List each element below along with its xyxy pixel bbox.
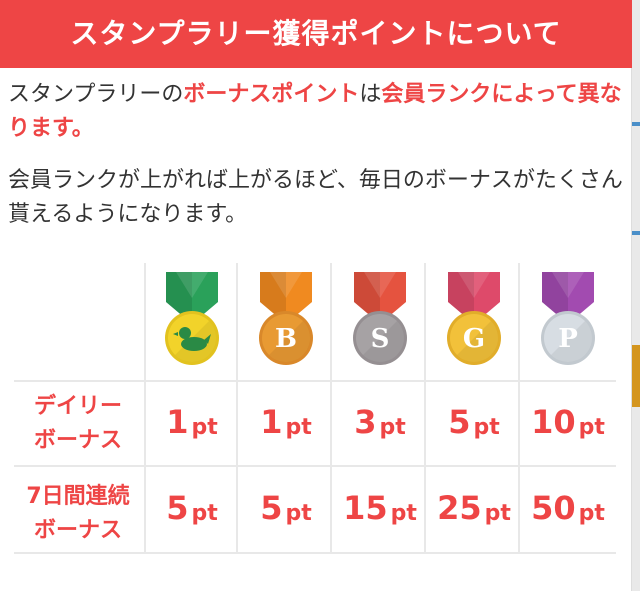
daily-bonus-cell: 10 pt: [531, 403, 605, 441]
table-divider: [14, 552, 616, 554]
bronze-medal-icon: B: [259, 272, 313, 365]
table-divider: [14, 465, 616, 467]
duck-icon: [165, 272, 219, 365]
table-divider: [330, 263, 332, 553]
daily-bonus-cell: 5 pt: [448, 403, 500, 441]
table-divider: [14, 380, 616, 382]
svg-text:G: G: [463, 324, 485, 354]
streak-bonus-cell: 5 pt: [260, 489, 312, 527]
daily-bonus-cell: 1 pt: [260, 403, 312, 441]
bonus-point-highlight: ボーナスポイント: [183, 82, 360, 107]
intro-paragraph-2: 会員ランクが上がれば上がるほど、毎日のボーナスがたくさん貰えるようになります。: [8, 168, 623, 227]
rank-highlight: 会員ランクによって異なります。: [8, 82, 622, 141]
header-bar: スタンプラリー獲得ポイントについて: [0, 0, 632, 68]
svg-text:P: P: [558, 324, 578, 354]
row-label-daily: デイリー ボーナス: [33, 394, 122, 453]
streak-bonus-cell: 25 pt: [437, 489, 511, 527]
row-label-7day: 7日間連続 ボーナス: [26, 484, 130, 543]
streak-bonus-cell: 5 pt: [166, 489, 218, 527]
rank-bonus-table: [144, 263, 616, 553]
table-divider: [424, 263, 426, 553]
svg-text:B: B: [275, 324, 297, 354]
intro-text: は: [359, 82, 382, 107]
page-title: スタンプラリー獲得ポイントについて: [70, 17, 562, 50]
platinum-medal-icon: P: [541, 272, 595, 365]
silver-medal-icon: S: [353, 272, 407, 365]
streak-bonus-cell: 50 pt: [531, 489, 605, 527]
side-marker: [632, 122, 640, 126]
intro-paragraph-1: スタンプラリーのボーナスポイントは会員ランクによって異なります。: [8, 78, 628, 146]
daily-bonus-cell: 1 pt: [166, 403, 218, 441]
table-divider: [236, 263, 238, 553]
table-divider: [144, 263, 146, 553]
streak-bonus-cell: 15 pt: [343, 489, 417, 527]
scrollbar-track[interactable]: [632, 0, 640, 591]
side-marker: [632, 231, 640, 235]
gold-medal-icon: G: [447, 272, 501, 365]
side-marker: [632, 345, 640, 407]
intro-text: スタンプラリーの: [8, 82, 184, 107]
table-divider: [518, 263, 520, 553]
daily-bonus-cell: 3 pt: [354, 403, 406, 441]
svg-text:S: S: [371, 324, 390, 354]
